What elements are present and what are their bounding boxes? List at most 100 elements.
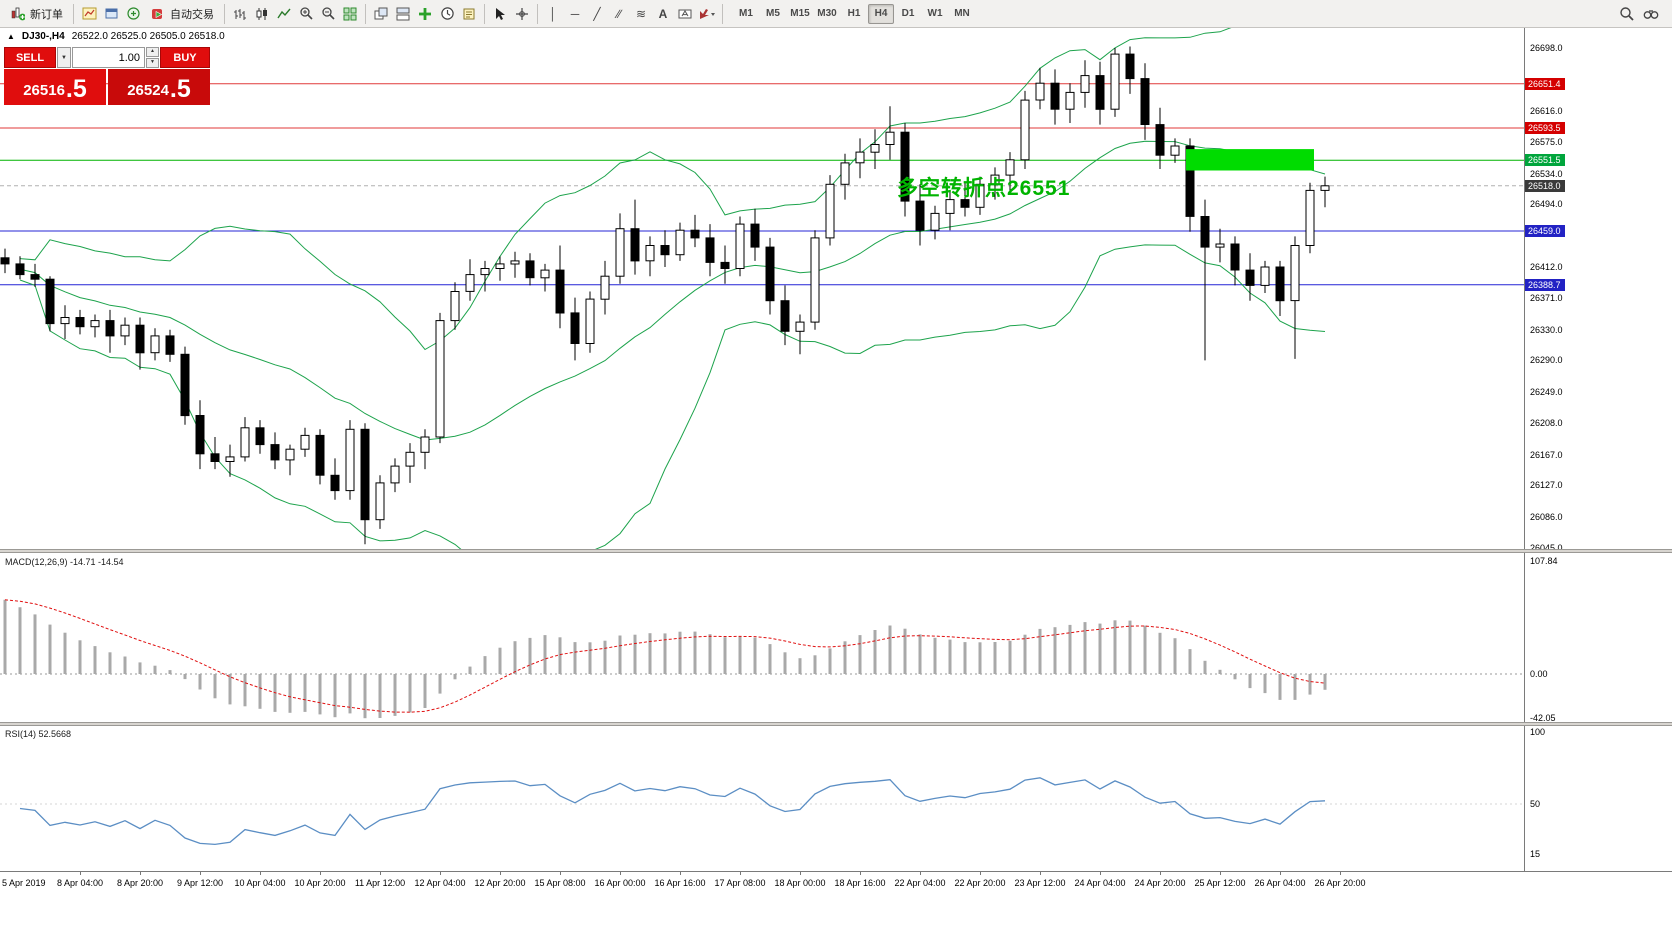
cascade-windows-icon[interactable] [370, 3, 392, 25]
binoculars-icon[interactable] [1640, 3, 1662, 25]
price-axis-label: 26494.0 [1530, 199, 1563, 210]
data-window-icon[interactable] [122, 3, 144, 25]
timeframe-button-h1[interactable]: H1 [847, 8, 861, 19]
search-icon[interactable] [1616, 3, 1638, 25]
horizontal-line-tool-icon[interactable]: ─ [570, 6, 580, 21]
time-axis-tick [740, 872, 741, 875]
sell-button[interactable]: SELL [4, 47, 56, 68]
volume-value: 1.00 [118, 51, 140, 64]
text-label-tool-icon[interactable] [674, 3, 696, 25]
time-axis-tick [380, 872, 381, 875]
periods-icon[interactable] [436, 3, 458, 25]
timeframe-button-h4[interactable]: H4 [868, 3, 894, 24]
trade-options-caret[interactable]: ▼ [57, 47, 71, 68]
price-tag-26551.5: 26551.5 [1525, 154, 1565, 167]
timeframe-button-m1[interactable]: M1 [739, 8, 753, 19]
main-chart-canvas[interactable] [0, 28, 1524, 549]
templates-icon[interactable] [458, 3, 480, 25]
rsi-label: RSI(14) 52.5668 [5, 729, 72, 739]
timeframe-button-m15[interactable]: M15 [790, 8, 810, 19]
toolbar-separator [224, 3, 225, 24]
time-axis-tick [200, 872, 201, 875]
candlestick-chart-icon[interactable] [251, 3, 273, 25]
arrange-windows-icon[interactable] [392, 3, 414, 25]
time-axis-tick [1280, 872, 1281, 875]
candles-group [0, 46, 1330, 545]
timeframe-button-d1[interactable]: D1 [901, 8, 915, 19]
time-axis-tick [680, 872, 681, 875]
price-tag-26651.4: 26651.4 [1525, 77, 1565, 90]
time-axis-tick [620, 872, 621, 875]
chart-ohlc-values: 26522.0 26525.0 26505.0 26518.0 [71, 31, 225, 42]
price-tag-26593.5: 26593.5 [1525, 122, 1565, 134]
price-axis-label: 26330.0 [1530, 324, 1563, 335]
vertical-line-tool-icon[interactable]: │ [549, 6, 557, 21]
time-axis-tick [980, 872, 981, 875]
macd-panel-canvas[interactable] [0, 553, 1524, 722]
time-axis-tick [140, 872, 141, 875]
time-axis-tick [260, 872, 261, 875]
volume-input[interactable]: 1.00 [72, 47, 145, 68]
new-order-button[interactable]: 新订单 [4, 3, 69, 25]
time-axis-label: 24 Apr 20:00 [1134, 878, 1186, 888]
price-axis-label: 26698.0 [1530, 43, 1563, 53]
bollinger-lower-band [19, 244, 1326, 549]
time-axis-label: 26 Apr 20:00 [1314, 878, 1366, 888]
text-tool-icon[interactable]: A [658, 6, 668, 21]
time-axis-label: 22 Apr 04:00 [894, 878, 946, 888]
time-axis-label: 8 Apr 20:00 [116, 878, 164, 888]
cursor-icon[interactable] [489, 3, 511, 25]
line-chart-icon[interactable] [273, 3, 295, 25]
price-axis-label: 26290.0 [1530, 355, 1563, 366]
time-axis-tick [1340, 872, 1341, 875]
arrows-tool-icon[interactable] [696, 3, 718, 25]
time-axis-label: 26 Apr 04:00 [1254, 878, 1306, 888]
price-axis-label: 26616.0 [1530, 105, 1563, 116]
highlight-rectangle[interactable] [1186, 149, 1314, 171]
crosshair-icon[interactable] [511, 3, 533, 25]
price-scale[interactable]: 26698.0 26616.0 26575.0 26534.0 26494.0 26412… [1524, 28, 1672, 871]
panel-splitter[interactable] [0, 549, 1672, 553]
sell-price-button[interactable]: 26516 .5 [4, 69, 106, 105]
macd-signal-line [4, 599, 1326, 713]
time-axis-tick [320, 872, 321, 875]
time-axis-label: 16 Apr 00:00 [594, 878, 646, 888]
time-axis-tick [920, 872, 921, 875]
timeframe-button-m5[interactable]: M5 [766, 8, 780, 19]
price-tag-26518.0: 26518.0 [1525, 179, 1565, 192]
bollinger-upper-band [19, 28, 1232, 351]
bar-chart-icon[interactable] [229, 3, 251, 25]
panel-splitter[interactable] [0, 722, 1672, 726]
channel-tool-icon[interactable]: ∕∕ [616, 6, 621, 21]
cycle-lines-tool-icon[interactable]: ≋ [635, 6, 647, 21]
rsi-panel-canvas[interactable] [0, 726, 1524, 871]
sell-price-pips: .5 [65, 75, 87, 103]
zoom-in-icon[interactable] [295, 3, 317, 25]
rsi-scale-label: 100 [1530, 727, 1546, 737]
time-scale[interactable]: 5 Apr 2019 8 Apr 04:00 8 Apr 20:00 9 Apr 12… [0, 871, 1672, 949]
volume-down-button[interactable]: ▼ [146, 58, 159, 68]
toolbar-separator [73, 3, 74, 24]
volume-up-button[interactable]: ▲ [146, 47, 159, 57]
trendline-tool-icon[interactable]: ╱ [593, 6, 601, 21]
buy-price-button[interactable]: 26524 .5 [108, 69, 210, 105]
indicators-icon[interactable] [414, 3, 436, 25]
tile-windows-icon[interactable] [339, 3, 361, 25]
time-axis-label: 25 Apr 12:00 [1194, 878, 1246, 888]
bollinger-middle-band [19, 140, 1326, 441]
sell-price-main: 26516 [23, 82, 65, 99]
new-chart-icon[interactable] [78, 3, 100, 25]
zoom-out-icon[interactable] [317, 3, 339, 25]
time-axis-tick [80, 872, 81, 875]
timeframe-button-mn[interactable]: MN [954, 8, 970, 19]
time-axis-tick [500, 872, 501, 875]
timeframe-button-m30[interactable]: M30 [817, 8, 837, 19]
macd-histogram [3, 599, 1327, 719]
profiles-icon[interactable] [100, 3, 122, 25]
chart-text-annotation[interactable]: 多空转折点26551 [897, 177, 1071, 200]
buy-button[interactable]: BUY [160, 47, 210, 68]
auto-trading-button[interactable]: 自动交易 [144, 3, 220, 25]
time-axis-label: 12 Apr 20:00 [474, 878, 526, 888]
timeframe-button-w1[interactable]: W1 [927, 8, 943, 19]
